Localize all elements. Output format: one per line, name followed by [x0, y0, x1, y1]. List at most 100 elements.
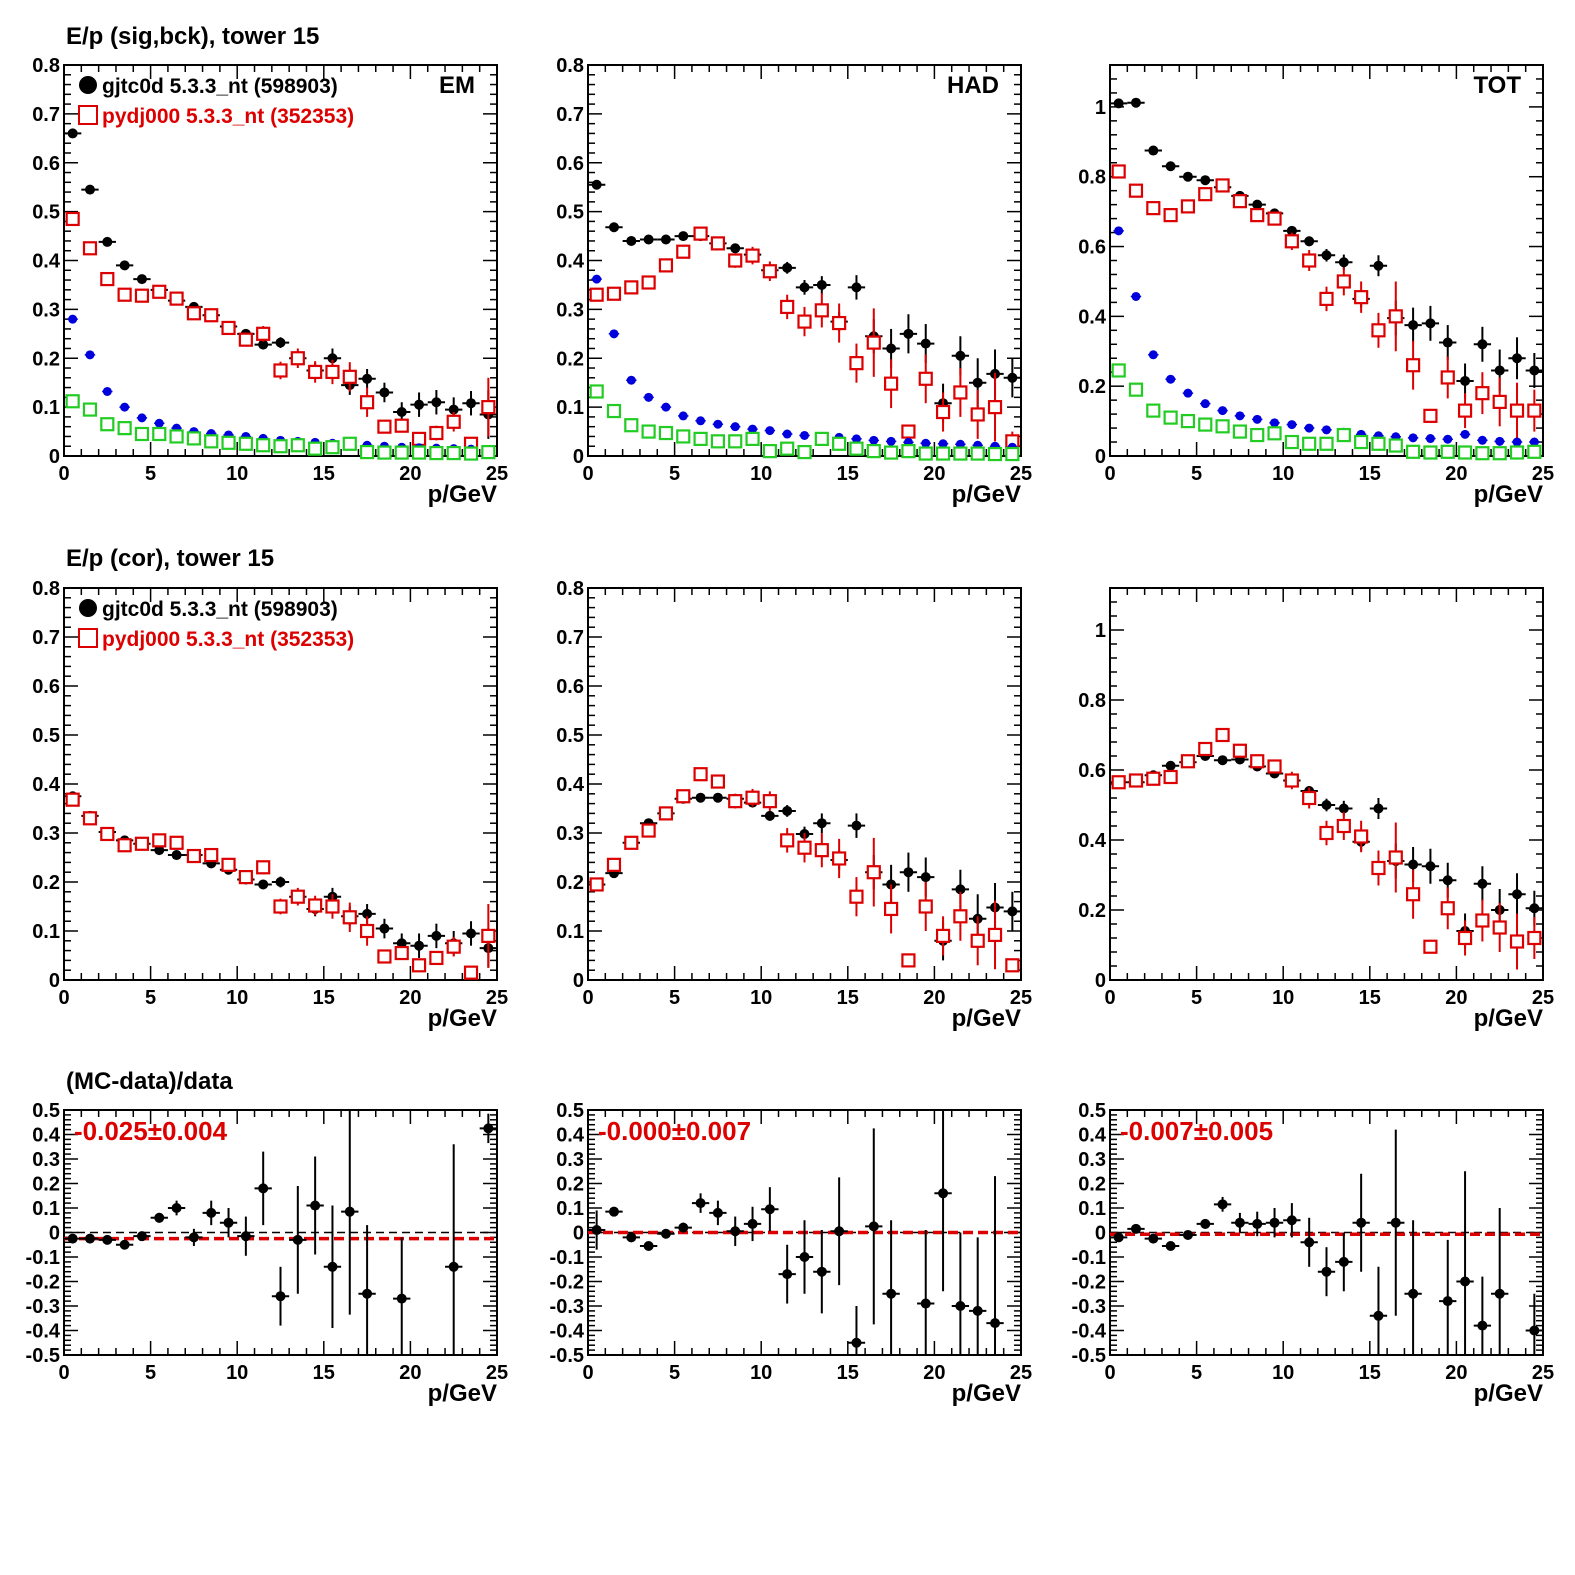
- data-point: [608, 1206, 619, 1217]
- data-bck-point: [68, 314, 78, 324]
- y-tick-label: 0.3: [556, 823, 584, 845]
- y-tick-label: 0: [49, 970, 60, 992]
- chart-panel-1: 0 5 10 15 20 25 0 0.1 0.2 0.3 0.4 0.5 0.6 0.7 0.8 p/GeV…: [556, 55, 1032, 508]
- mc-bck-point: [658, 425, 674, 441]
- mc-point: [1492, 394, 1507, 409]
- data-point: [1373, 1310, 1384, 1321]
- mc-point: [100, 271, 115, 287]
- mc-point: [832, 315, 847, 331]
- mc-point: [134, 836, 150, 851]
- data-point: [955, 884, 966, 895]
- data-point: [292, 1234, 303, 1245]
- data-point: [1425, 861, 1436, 872]
- mc-point: [1180, 754, 1196, 769]
- data-point: [171, 850, 182, 861]
- y-tick-label: 0.2: [556, 872, 584, 894]
- data-point: [362, 373, 373, 384]
- mc-point: [1388, 850, 1403, 865]
- y-tick-label: 0.4: [556, 251, 585, 273]
- mc-point: [1128, 183, 1144, 198]
- y-tick-label: -0.2: [26, 1272, 60, 1294]
- mc-bck-point: [866, 444, 881, 459]
- x-axis-label: p/GeV: [1474, 481, 1543, 508]
- x-tick-label: 5: [145, 1362, 156, 1384]
- data-point: [1460, 375, 1471, 386]
- mc-bck-point: [624, 418, 639, 433]
- data-bck-point: [851, 434, 861, 444]
- mc-point: [1232, 743, 1248, 758]
- x-tick-label: 10: [1272, 987, 1294, 1009]
- panels-group: 0 5 10 15 20 2500.10.20.30.40.50.60.70.8p/GeV…: [26, 55, 1555, 1407]
- mc-bck-point: [745, 431, 760, 446]
- data-point: [782, 1269, 793, 1280]
- y-tick-label: 0: [573, 970, 584, 992]
- y-tick-label: -0.1: [26, 1247, 60, 1269]
- data-point: [1321, 250, 1332, 261]
- data-point: [1356, 1217, 1367, 1228]
- fit-label: -0.025±0.004: [74, 1116, 228, 1146]
- mc-bck-point: [360, 444, 375, 460]
- mc-bck-point: [589, 384, 604, 399]
- x-axis-label: p/GeV: [952, 481, 1021, 508]
- data-point: [626, 235, 637, 246]
- mc-point: [1475, 386, 1490, 401]
- data-point: [938, 1188, 949, 1199]
- mc-bck-point: [65, 394, 80, 409]
- data-point: [483, 1123, 494, 1134]
- mc-bck-point: [82, 402, 98, 417]
- mc-point: [606, 857, 622, 872]
- data-point: [903, 867, 914, 878]
- y-tick-label: 0.5: [32, 1100, 60, 1122]
- mc-bck-point: [901, 444, 916, 459]
- data-point: [730, 243, 741, 254]
- x-tick-label: 10: [1272, 463, 1294, 485]
- mc-bck-point: [273, 439, 288, 454]
- x-tick-label: 15: [1359, 463, 1381, 485]
- data-point: [920, 872, 931, 883]
- y-tick-label: 0.2: [1078, 376, 1106, 398]
- data-bck-point: [1166, 374, 1176, 384]
- legend-marker-mc: [78, 105, 98, 125]
- y-tick-label: -0.1: [550, 1247, 584, 1269]
- x-axis-label: p/GeV: [428, 1005, 497, 1032]
- data-bck-point: [1287, 420, 1297, 430]
- mc-point: [429, 425, 444, 441]
- data-point: [362, 1288, 373, 1299]
- y-tick-label: -0.4: [550, 1321, 585, 1343]
- x-tick-label: 20: [399, 987, 421, 1009]
- data-point: [396, 1293, 407, 1304]
- data-point: [1408, 1288, 1419, 1299]
- data-point: [816, 1266, 827, 1277]
- mc-bck-point: [1492, 446, 1507, 461]
- data-point: [188, 1232, 199, 1243]
- data-point: [1130, 1223, 1141, 1234]
- data-point: [1007, 372, 1018, 383]
- y-tick-label: -0.5: [1072, 1345, 1106, 1367]
- mc-point: [394, 418, 409, 433]
- y-tick-label: 0.1: [556, 921, 584, 943]
- mc-bck-point: [1475, 446, 1490, 461]
- data-point: [747, 1218, 758, 1229]
- data-point: [102, 236, 113, 247]
- mc-bck-point: [394, 445, 409, 460]
- mc-point: [1111, 775, 1126, 790]
- data-bck-point: [1443, 434, 1453, 444]
- mc-point: [1336, 818, 1351, 834]
- mc-bck-point: [1163, 410, 1178, 425]
- mc-bck-point: [1146, 403, 1161, 418]
- y-tick-label: 0.3: [556, 299, 584, 321]
- mc-bck-point: [1128, 382, 1144, 397]
- mc-point: [1284, 234, 1299, 249]
- mc-point: [342, 369, 357, 384]
- mc-point: [446, 939, 461, 954]
- data-bck-point: [1270, 418, 1280, 428]
- data-point: [258, 879, 269, 890]
- y-tick-label: 0.4: [32, 1125, 61, 1147]
- mc-bck-point: [1215, 419, 1230, 434]
- mc-point: [762, 794, 777, 809]
- y-tick-label: 0.7: [32, 627, 60, 649]
- y-tick-label: 0.5: [32, 725, 60, 747]
- mc-point: [1302, 253, 1317, 268]
- x-tick-label: 5: [1191, 463, 1202, 485]
- x-tick-label: 5: [669, 1362, 680, 1384]
